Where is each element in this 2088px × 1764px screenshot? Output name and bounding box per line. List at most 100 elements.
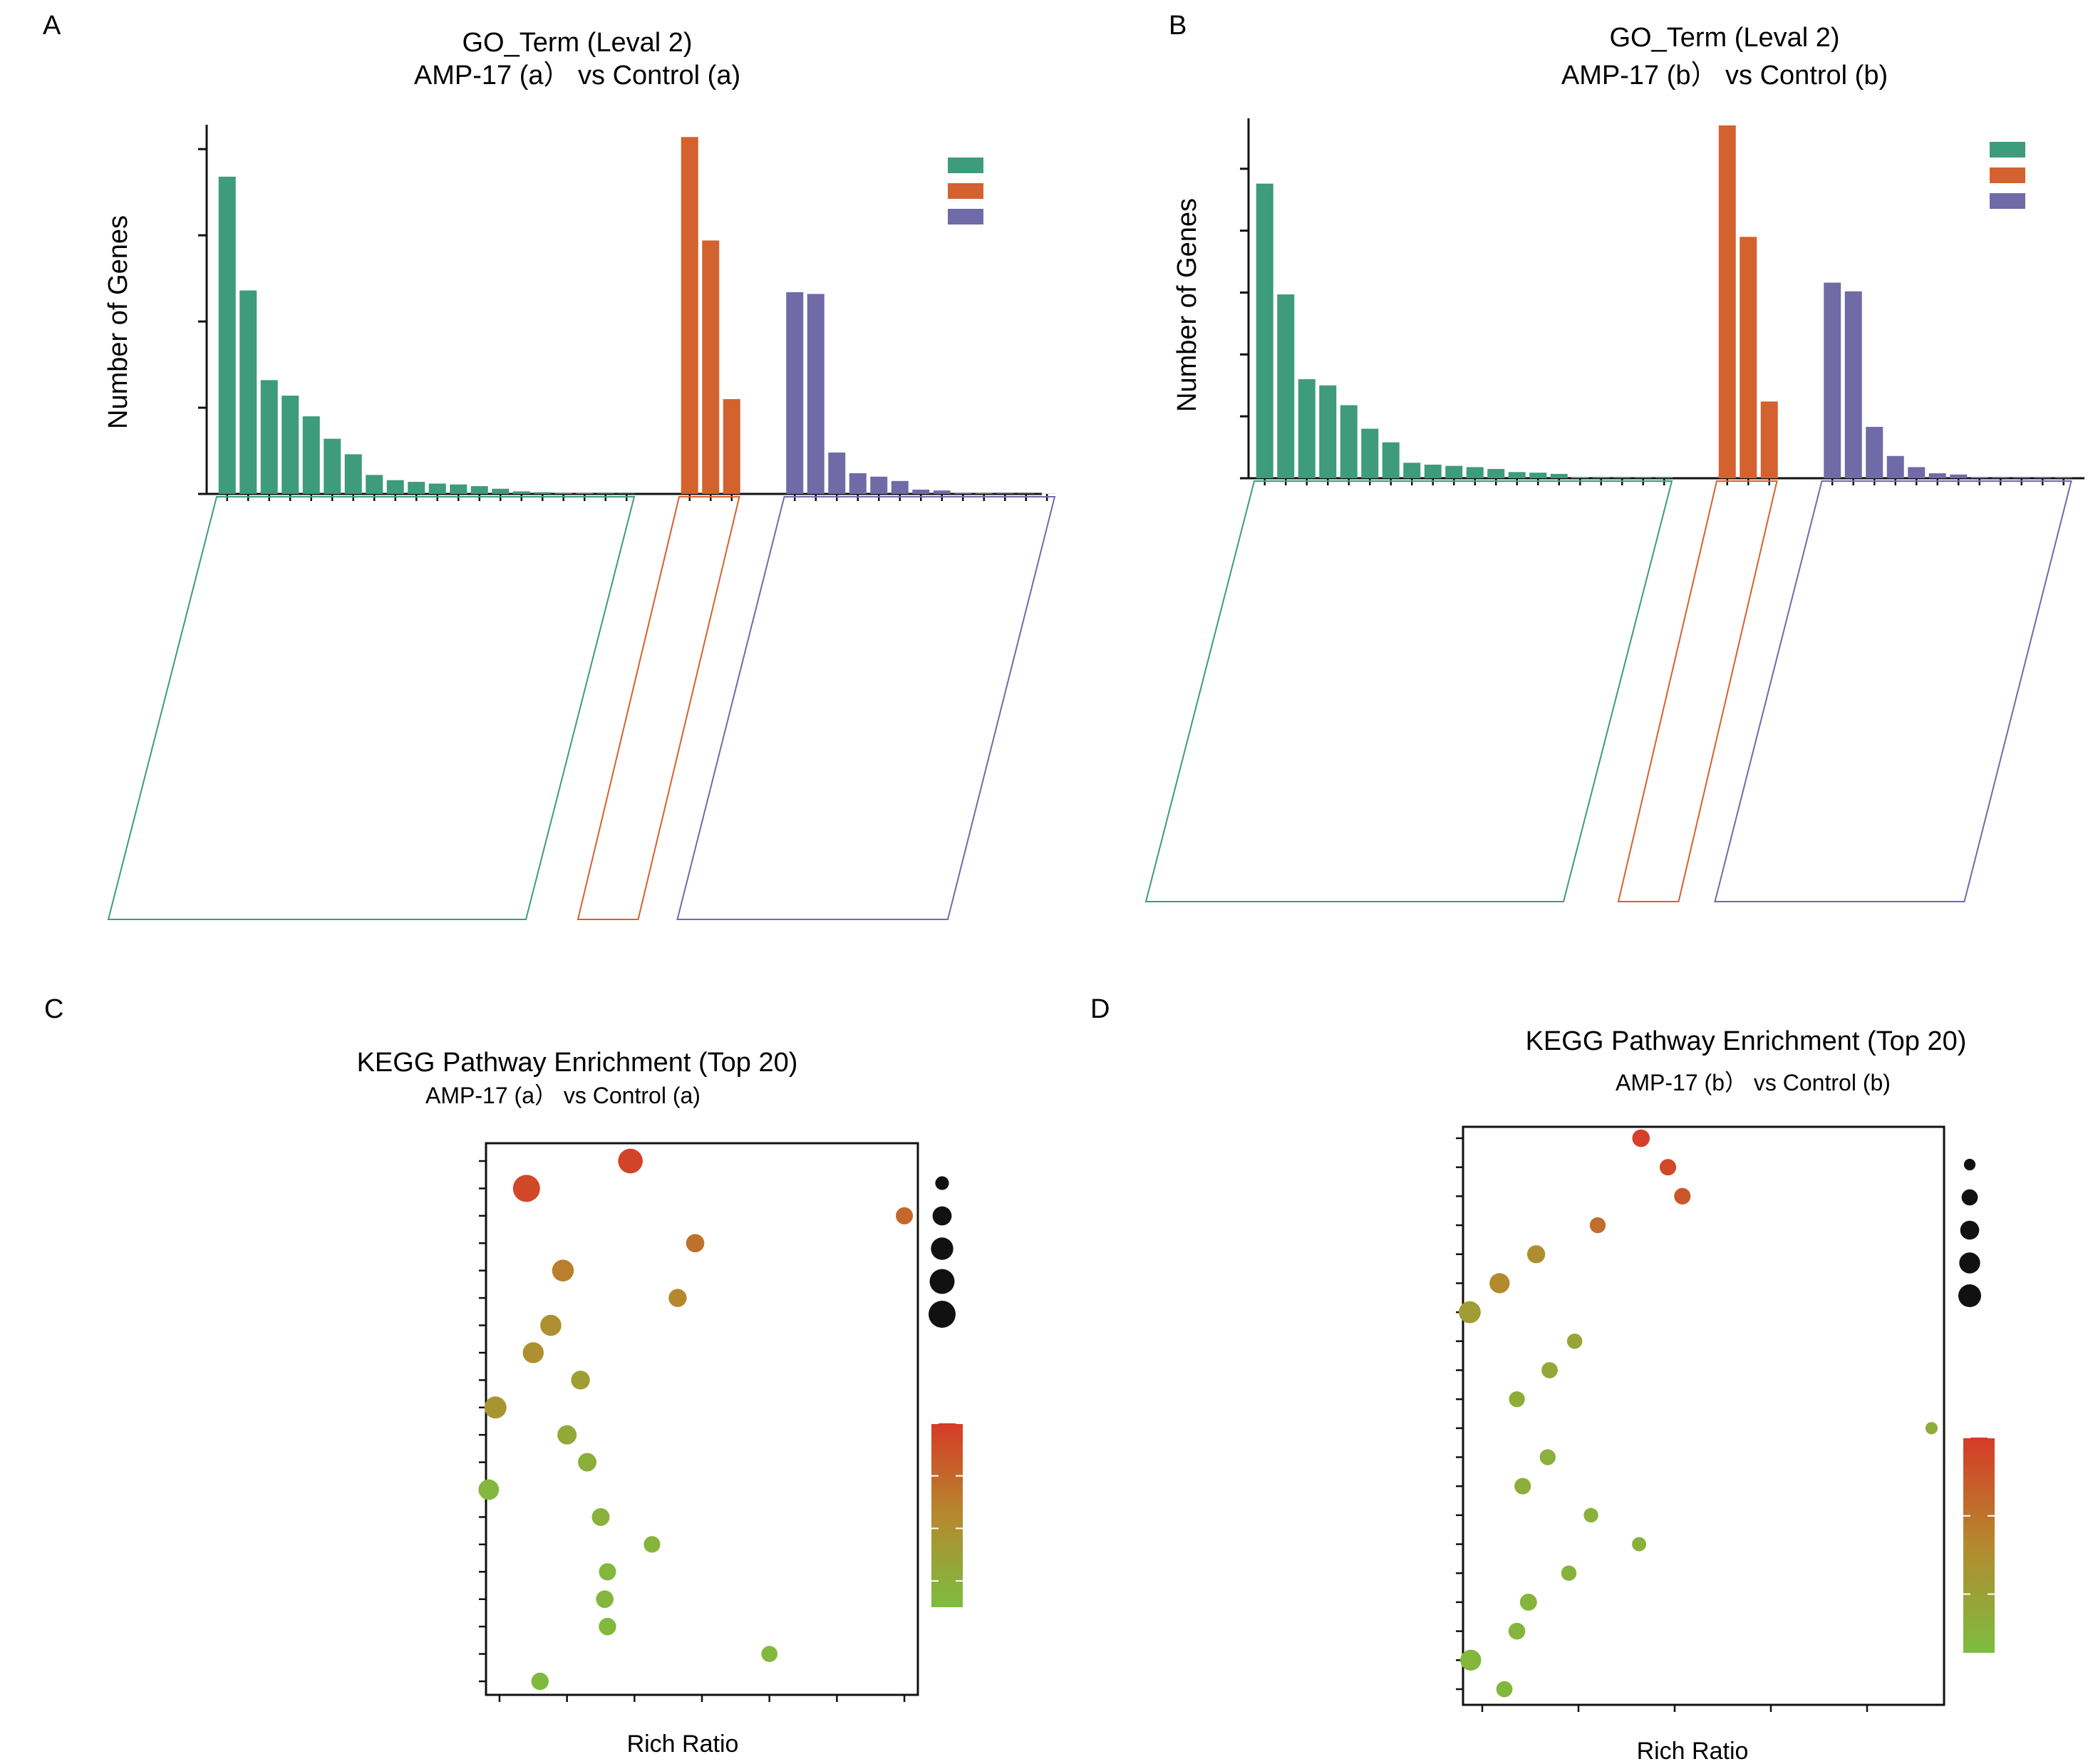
bar-bp bbox=[260, 380, 278, 494]
chart-c-xlabel: Rich Ratio bbox=[627, 1731, 739, 1758]
bar-bp bbox=[239, 290, 257, 494]
data-point bbox=[1460, 1649, 1482, 1671]
bar-mf bbox=[1844, 291, 1862, 478]
data-point bbox=[531, 1672, 549, 1691]
bar-bp bbox=[1508, 472, 1526, 478]
data-point bbox=[591, 1508, 610, 1526]
bar-mf bbox=[1950, 474, 1968, 478]
panel-label-d: D bbox=[1090, 994, 1110, 1024]
bar-bp bbox=[1445, 465, 1463, 478]
data-point bbox=[1496, 1681, 1513, 1698]
bar-mf bbox=[1886, 455, 1904, 478]
data-point bbox=[761, 1646, 778, 1662]
bar-bp bbox=[1466, 467, 1484, 478]
bar-mf bbox=[1866, 426, 1883, 478]
bar-bp bbox=[1424, 464, 1442, 478]
data-point bbox=[1566, 1334, 1583, 1349]
legend-swatch-mf bbox=[1990, 193, 2025, 209]
chart-a bbox=[107, 125, 1056, 920]
bar-mf bbox=[1908, 467, 1926, 478]
bar-bp bbox=[1529, 473, 1547, 478]
size-legend-dot bbox=[929, 1269, 955, 1294]
data-point bbox=[686, 1234, 705, 1253]
bar-mf bbox=[1970, 477, 1988, 478]
bar-bp bbox=[470, 486, 488, 494]
chart-c bbox=[478, 1142, 963, 1702]
data-point bbox=[1632, 1537, 1646, 1552]
data-point bbox=[1674, 1187, 1691, 1205]
data-point bbox=[644, 1536, 661, 1553]
data-point bbox=[1541, 1362, 1558, 1378]
bar-mf bbox=[828, 452, 846, 494]
qvalue-colorbar bbox=[1963, 1438, 1995, 1653]
data-point bbox=[618, 1148, 643, 1174]
data-point bbox=[896, 1207, 914, 1224]
bar-bp bbox=[1361, 428, 1379, 478]
bar-bp bbox=[408, 482, 425, 494]
data-point bbox=[478, 1479, 500, 1500]
group-bracket-mf bbox=[1714, 480, 2072, 902]
bar-bp bbox=[1403, 463, 1421, 478]
bar-bp bbox=[281, 396, 299, 494]
panel-label-a: A bbox=[43, 11, 61, 41]
data-point bbox=[578, 1453, 597, 1472]
data-point bbox=[1659, 1159, 1677, 1176]
chart-d-title: KEGG Pathway Enrichment (Top 20) bbox=[1526, 1026, 1967, 1056]
group-bracket-cc bbox=[577, 496, 740, 920]
chart-a-title: GO_Term (Leval 2) bbox=[462, 28, 692, 58]
panel-label-c: C bbox=[44, 994, 63, 1024]
data-point bbox=[1583, 1507, 1598, 1523]
data-point bbox=[1508, 1622, 1526, 1640]
bar-bp bbox=[1571, 477, 1589, 478]
bar-bp bbox=[1487, 468, 1505, 478]
size-legend-dot bbox=[1963, 1158, 1976, 1171]
chart-b-title: GO_Term (Leval 2) bbox=[1609, 23, 1839, 53]
bar-bp bbox=[1319, 385, 1337, 478]
bar-bp bbox=[450, 484, 467, 494]
data-point bbox=[540, 1314, 562, 1336]
chart-c-title: KEGG Pathway Enrichment (Top 20) bbox=[357, 1048, 798, 1078]
size-legend-dot bbox=[931, 1237, 953, 1260]
chart-d-xlabel: Rich Ratio bbox=[1637, 1738, 1749, 1764]
group-bracket-bp bbox=[1144, 480, 1673, 902]
size-legend-dot bbox=[1959, 1252, 1980, 1274]
data-point bbox=[599, 1563, 616, 1581]
bar-bp bbox=[428, 483, 446, 494]
chart-b-ylabel: Number of Genes bbox=[1172, 198, 1202, 412]
bar-cc bbox=[723, 398, 740, 494]
bar-mf bbox=[954, 492, 972, 494]
data-point bbox=[1561, 1565, 1577, 1581]
data-point bbox=[1632, 1129, 1650, 1147]
legend-swatch-cc bbox=[948, 183, 983, 199]
qvalue-colorbar bbox=[931, 1423, 963, 1607]
bar-bp bbox=[1256, 183, 1273, 478]
bar-bp bbox=[554, 492, 572, 494]
chart-d-subtitle: AMP-17 (b） vs Control (b) bbox=[1616, 1070, 1891, 1095]
data-point bbox=[599, 1617, 616, 1636]
chart-b-subtitle: AMP-17 (b） vs Control (b) bbox=[1561, 61, 1888, 91]
data-point bbox=[557, 1425, 577, 1445]
bar-cc bbox=[702, 240, 720, 494]
bar-mf bbox=[849, 473, 867, 494]
data-point bbox=[522, 1342, 544, 1363]
plot-frame bbox=[1462, 1125, 1945, 1706]
bar-bp bbox=[512, 491, 530, 494]
chart-c-subtitle: AMP-17 (a） vs Control (a) bbox=[425, 1083, 701, 1108]
data-point bbox=[1925, 1422, 1938, 1435]
bar-cc bbox=[1760, 401, 1778, 478]
bar-mf bbox=[786, 292, 804, 494]
panel-label-b: B bbox=[1169, 11, 1187, 41]
chart-a-ylabel: Number of Genes bbox=[103, 215, 133, 429]
bar-bp bbox=[302, 416, 320, 494]
chart-b bbox=[1144, 118, 2084, 902]
data-point bbox=[571, 1371, 590, 1390]
bar-mf bbox=[933, 490, 951, 494]
bar-mf bbox=[891, 480, 909, 494]
data-point bbox=[1539, 1449, 1556, 1465]
chart-a-subtitle: AMP-17 (a） vs Control (a) bbox=[414, 61, 740, 91]
bar-bp bbox=[1382, 442, 1400, 478]
legend-swatch-bp bbox=[948, 158, 983, 173]
size-legend-dot bbox=[935, 1176, 949, 1190]
bar-bp bbox=[1550, 473, 1568, 478]
bar-bp bbox=[576, 492, 594, 494]
